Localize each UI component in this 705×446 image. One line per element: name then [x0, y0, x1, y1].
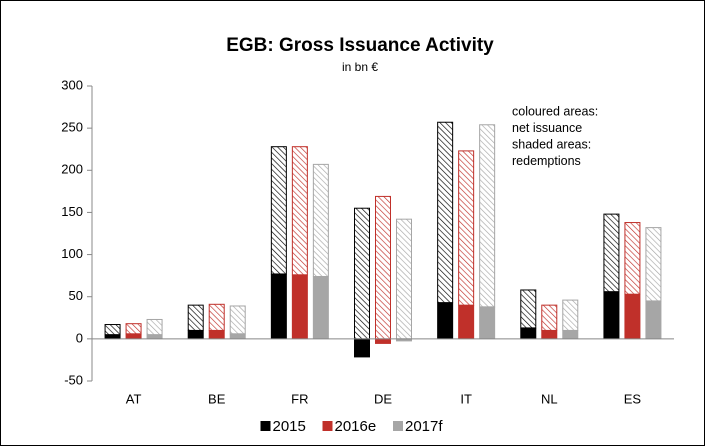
redemption-bar [437, 121, 454, 304]
chart-title: EGB: Gross Issuance Activity [226, 35, 494, 56]
x-tick-label: NL [541, 391, 558, 406]
redemption-bar [603, 213, 620, 293]
net-bar [624, 294, 641, 339]
annotation: coloured areas: [512, 104, 598, 118]
redemption-bar [458, 150, 475, 306]
net-bar [437, 302, 454, 339]
net-bar [520, 327, 537, 339]
y-tick-label: -50 [64, 372, 83, 387]
net-bar [396, 338, 412, 342]
redemption-bar [479, 124, 496, 308]
net-bar [541, 330, 558, 339]
net-bar [208, 330, 225, 339]
redemption-bar [187, 304, 204, 331]
net-bar [645, 300, 662, 339]
net-bar [354, 338, 370, 358]
redemption-bar [146, 318, 163, 336]
net-bar [479, 306, 496, 339]
redemption-bar [312, 163, 329, 277]
legend-label: 2017f [405, 418, 443, 435]
legend-swatch [393, 421, 403, 431]
net-bar [562, 330, 579, 339]
y-tick-label: 250 [61, 120, 83, 135]
net-bar [229, 333, 246, 339]
redemption-bar [624, 222, 641, 295]
y-tick-label: 300 [61, 77, 83, 92]
annotation: redemptions [512, 154, 581, 168]
legend-label: 2016e [335, 418, 377, 435]
x-tick-label: BE [208, 391, 226, 406]
net-bar [291, 274, 308, 339]
annotation: net issuance [512, 121, 582, 135]
net-bar [104, 334, 121, 339]
annotation: shaded areas: [512, 137, 591, 151]
legend-label: 2015 [273, 418, 306, 435]
redemption-bar [541, 304, 558, 331]
legend-swatch [322, 421, 333, 431]
redemption-bar [208, 303, 225, 331]
net-bar [603, 291, 620, 339]
redemption-bar [291, 146, 308, 276]
redemption-bar [645, 227, 662, 302]
net-bar [146, 334, 163, 339]
y-tick-label: 0 [76, 330, 83, 345]
x-tick-label: ES [624, 391, 642, 406]
net-bar [458, 305, 475, 339]
x-tick-label: AT [126, 391, 142, 406]
redemption-bar [270, 146, 287, 275]
redemption-bar [125, 323, 142, 335]
redemption-bar [562, 299, 579, 331]
y-tick-label: 200 [61, 162, 83, 177]
redemption-bar [520, 289, 537, 329]
net-bar [125, 333, 142, 339]
net-bar [270, 273, 287, 339]
redemption-bar [375, 195, 391, 340]
net-bar [375, 338, 391, 344]
legend-swatch [260, 421, 271, 431]
x-tick-label: DE [374, 391, 392, 406]
x-tick-label: FR [291, 391, 308, 406]
chart-subtitle: in bn € [342, 60, 378, 74]
redemption-bar [354, 207, 370, 340]
y-tick-label: 100 [61, 246, 83, 261]
net-bar [187, 330, 204, 339]
y-tick-label: 150 [61, 204, 83, 219]
y-tick-label: 50 [69, 288, 83, 303]
redemption-bar [229, 305, 246, 335]
x-tick-label: IT [460, 391, 472, 406]
net-bar [312, 276, 329, 339]
redemption-bar [104, 324, 121, 336]
redemption-bar [396, 218, 412, 340]
